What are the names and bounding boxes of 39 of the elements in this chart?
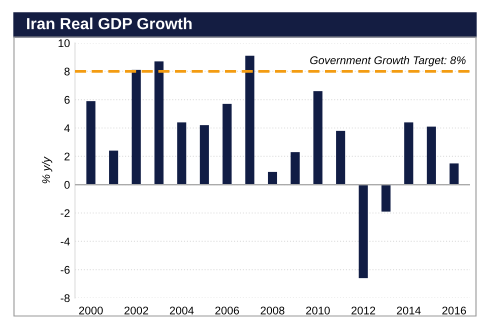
x-tick-label: 2006 (215, 306, 239, 314)
y-tick-label: -2 (60, 209, 70, 218)
x-tick-label: 2012 (352, 306, 376, 314)
x-tick-label: 2004 (170, 306, 194, 314)
bar (450, 163, 459, 185)
x-tick-label: 2010 (306, 306, 330, 314)
x-tick-label: 2008 (260, 306, 284, 314)
y-tick-label: 4 (64, 124, 70, 132)
bar (381, 184, 391, 212)
bar (313, 91, 322, 185)
bar (177, 122, 186, 185)
bar (268, 172, 278, 185)
y-tick-label: -8 (60, 294, 70, 302)
ref-line-label: Government Growth Target: 8% (310, 56, 466, 66)
y-tick-label: 8 (64, 68, 70, 76)
bar (200, 125, 209, 185)
bar (290, 152, 300, 185)
bar (404, 122, 414, 185)
bar (86, 101, 96, 185)
x-tick-label: 2016 (442, 306, 466, 314)
x-tick-label: 2002 (124, 306, 148, 314)
bar (426, 126, 436, 185)
y-tick-label: -4 (60, 238, 70, 246)
bar (222, 104, 232, 185)
x-tick-label: 2000 (79, 306, 103, 314)
y-tick-label: 10 (58, 39, 70, 48)
bar (109, 150, 118, 185)
y-tick-label: 2 (64, 152, 70, 160)
bar (154, 61, 164, 185)
y-tick-label: 0 (64, 180, 70, 189)
bar (245, 56, 254, 185)
y-tick-label: 6 (64, 96, 70, 104)
x-tick-label: 2014 (396, 306, 421, 314)
y-tick-label: -6 (60, 266, 70, 274)
bar (358, 184, 368, 278)
y-axis-title: % y/y (42, 156, 52, 184)
bar (336, 130, 346, 185)
chart-title: Iran Real GDP Growth (27, 18, 192, 30)
bar (132, 70, 141, 185)
